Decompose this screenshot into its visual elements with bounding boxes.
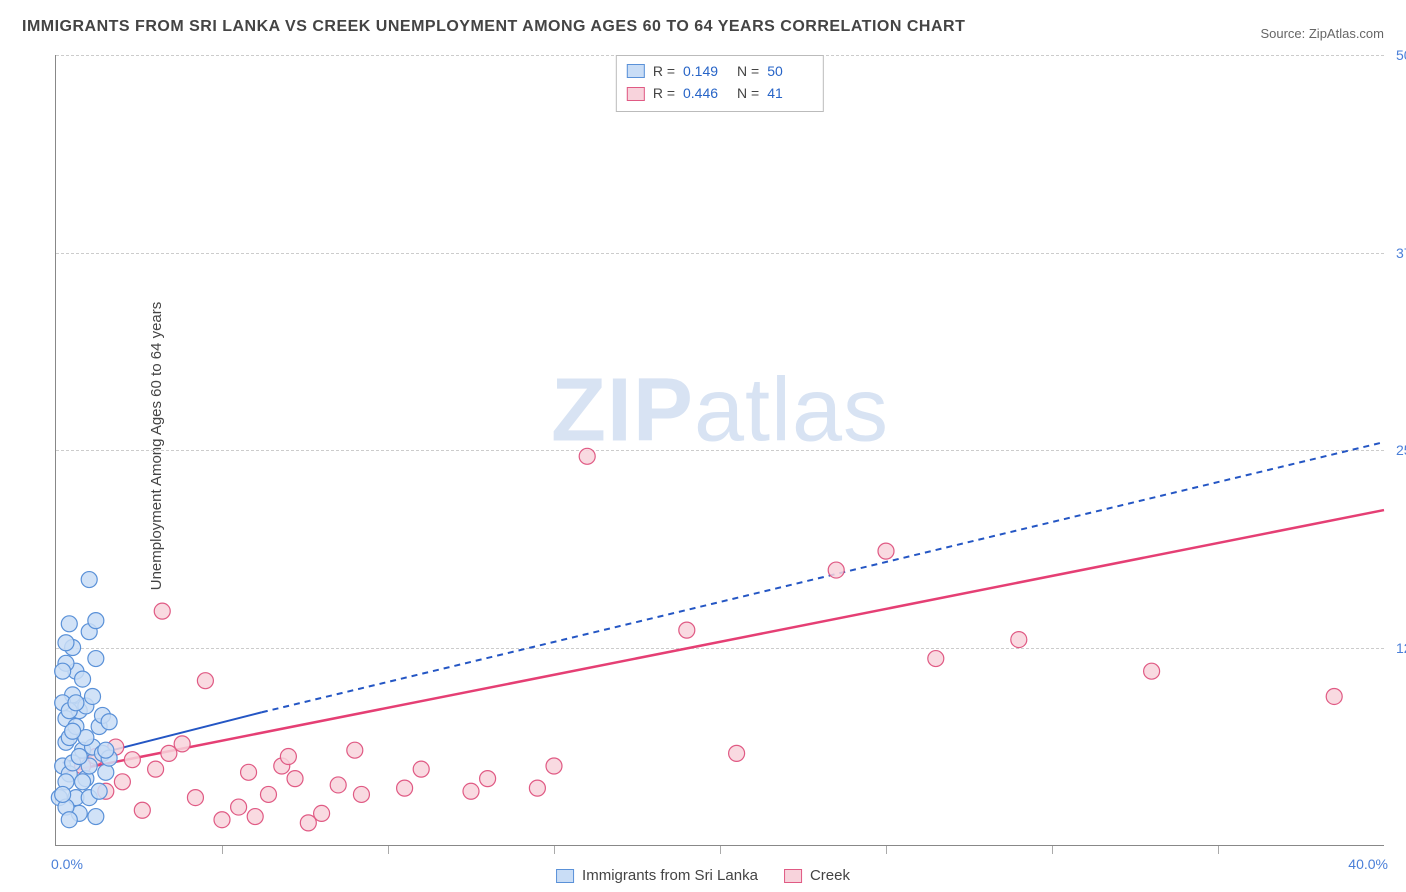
y-tick-label: 12.5% [1386, 640, 1406, 656]
x-min-label: 0.0% [51, 856, 83, 872]
data-point [88, 651, 104, 667]
data-point [397, 780, 413, 796]
r-label: R = [653, 82, 675, 104]
y-tick-label: 37.5% [1386, 245, 1406, 261]
data-point [1011, 632, 1027, 648]
x-tick [886, 846, 887, 854]
data-point [124, 752, 140, 768]
legend-label-sri-lanka: Immigrants from Sri Lanka [582, 867, 758, 884]
x-tick [388, 846, 389, 854]
data-point [480, 771, 496, 787]
data-point [579, 448, 595, 464]
data-point [729, 745, 745, 761]
data-point [347, 742, 363, 758]
source-credit: Source: ZipAtlas.com [1260, 26, 1384, 41]
data-point [247, 809, 263, 825]
x-tick [554, 846, 555, 854]
data-point [98, 742, 114, 758]
data-point [101, 714, 117, 730]
source-link[interactable]: ZipAtlas.com [1309, 26, 1384, 41]
correlation-stats-box: R = 0.149 N = 50 R = 0.446 N = 41 [616, 55, 824, 112]
data-point [154, 603, 170, 619]
data-point [88, 809, 104, 825]
data-point [287, 771, 303, 787]
data-point [878, 543, 894, 559]
r-value-creek: 0.446 [683, 82, 729, 104]
stat-row-creek: R = 0.446 N = 41 [627, 82, 813, 104]
data-point [75, 671, 91, 687]
scatter-svg [56, 55, 1384, 845]
data-point [260, 786, 276, 802]
x-max-label: 40.0% [1348, 856, 1388, 872]
legend-item-creek: Creek [784, 867, 850, 884]
data-point [231, 799, 247, 815]
data-point [85, 688, 101, 704]
legend-label-creek: Creek [810, 867, 850, 884]
data-point [187, 790, 203, 806]
data-point [58, 635, 74, 651]
data-point [65, 723, 81, 739]
n-label: N = [737, 82, 759, 104]
data-point [161, 745, 177, 761]
x-tick [222, 846, 223, 854]
source-label: Source: [1260, 26, 1308, 41]
legend-swatch-sri-lanka [556, 869, 574, 883]
chart-area: ZIPatlas R = 0.149 N = 50 R = 0.446 N = … [55, 55, 1384, 846]
x-tick [1052, 846, 1053, 854]
data-point [300, 815, 316, 831]
data-point [546, 758, 562, 774]
data-point [928, 651, 944, 667]
y-tick-label: 50.0% [1386, 47, 1406, 63]
n-value-sri-lanka: 50 [767, 60, 813, 82]
data-point [88, 613, 104, 629]
x-tick [1218, 846, 1219, 854]
data-point [148, 761, 164, 777]
legend-item-sri-lanka: Immigrants from Sri Lanka [556, 867, 758, 884]
data-point [55, 786, 71, 802]
data-point [61, 812, 77, 828]
data-point [1326, 688, 1342, 704]
data-point [61, 616, 77, 632]
chart-title: IMMIGRANTS FROM SRI LANKA VS CREEK UNEMP… [22, 18, 965, 36]
data-point [463, 783, 479, 799]
y-tick-label: 25.0% [1386, 442, 1406, 458]
trend-line-dashed [262, 442, 1384, 712]
plot-region: ZIPatlas R = 0.149 N = 50 R = 0.446 N = … [55, 55, 1384, 846]
r-label: R = [653, 60, 675, 82]
data-point [214, 812, 230, 828]
data-point [114, 774, 130, 790]
data-point [529, 780, 545, 796]
legend: Immigrants from Sri Lanka Creek [556, 867, 850, 884]
data-point [330, 777, 346, 793]
data-point [241, 764, 257, 780]
legend-swatch-creek [784, 869, 802, 883]
data-point [280, 749, 296, 765]
x-tick [720, 846, 721, 854]
data-point [413, 761, 429, 777]
trend-line-solid [63, 510, 1384, 772]
data-point [91, 783, 107, 799]
data-point [71, 749, 87, 765]
data-point [81, 572, 97, 588]
n-value-creek: 41 [767, 82, 813, 104]
stat-row-sri-lanka: R = 0.149 N = 50 [627, 60, 813, 82]
data-point [68, 695, 84, 711]
data-point [134, 802, 150, 818]
data-point [55, 663, 71, 679]
data-point [828, 562, 844, 578]
data-point [98, 764, 114, 780]
data-point [1144, 663, 1160, 679]
data-point [174, 736, 190, 752]
data-point [679, 622, 695, 638]
data-point [314, 805, 330, 821]
n-label: N = [737, 60, 759, 82]
data-point [353, 786, 369, 802]
data-point [75, 774, 91, 790]
swatch-sri-lanka [627, 64, 645, 78]
swatch-creek [627, 87, 645, 101]
r-value-sri-lanka: 0.149 [683, 60, 729, 82]
data-point [197, 673, 213, 689]
